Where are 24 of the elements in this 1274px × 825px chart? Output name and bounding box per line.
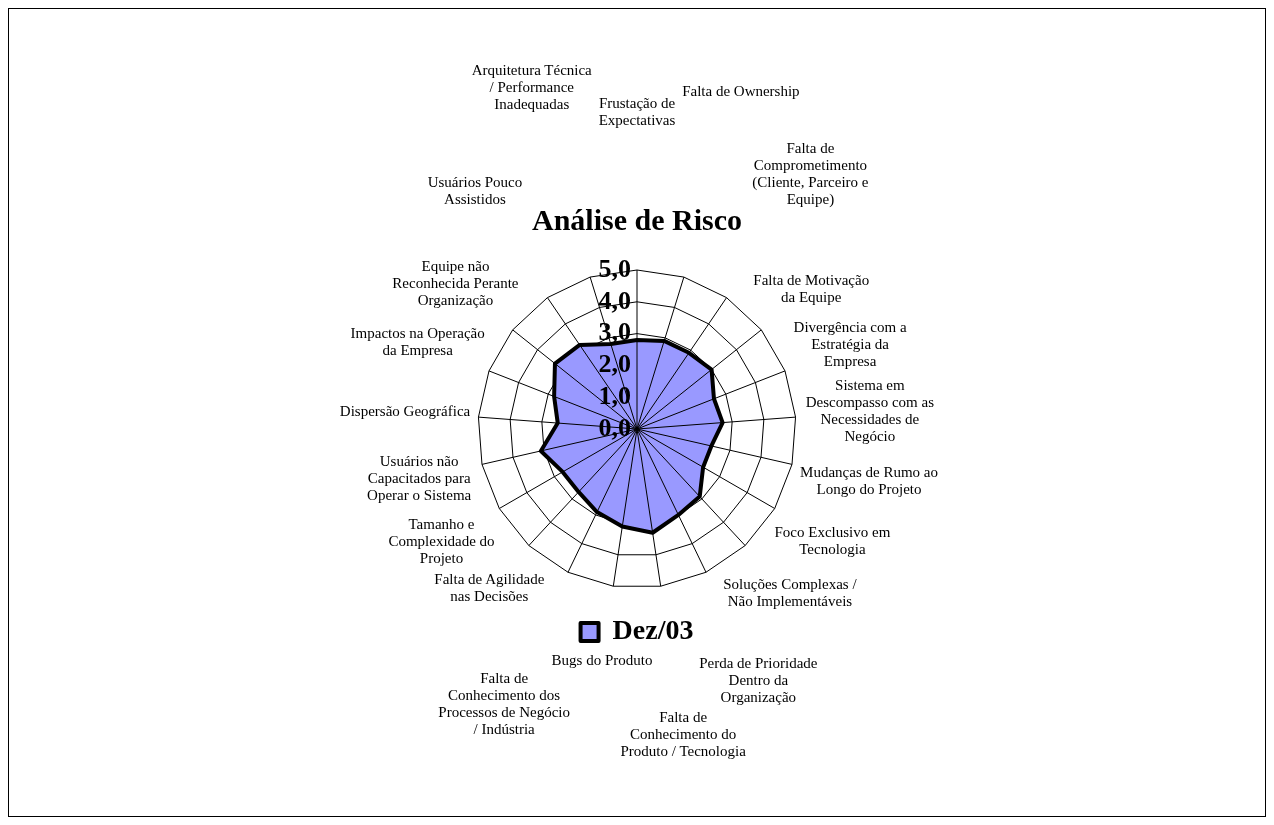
legend-label: Dez/03 [612, 614, 694, 646]
spoke-label: Impactos na Operação da Empresa [350, 325, 485, 359]
spoke-label: Sistema em Descompasso com as Necessidades de Negócio [805, 376, 935, 444]
spoke-label: Divergência com a Estratégia da Empresa [793, 319, 907, 370]
spoke-label: Equipe não Reconhecida Perante Organização [392, 258, 519, 309]
y-tick-label: 2,0 [598, 349, 631, 379]
spoke-label: Usuários Pouco Assistidos [427, 173, 523, 207]
text: Análise de Risco [532, 202, 742, 236]
spoke-label: Usuários não Capacitados para Operar o Sistema [367, 452, 472, 503]
spoke-label: Mudanças de Rumo ao Longo do Projeto [800, 464, 938, 498]
spoke-label: Dispersão Geográfica [339, 402, 471, 419]
spoke-label: Falta de Conhecimento dos Processos de Negócio / Indústria [438, 670, 570, 738]
spoke-label: Frustação de Expectativas [598, 95, 676, 129]
spoke-label: Bugs do Produto [551, 652, 653, 669]
spoke-label: Arquitetura Técnica / Performance Inadequadas [471, 61, 593, 112]
spoke-label: Soluções Complexas / Não Implementáveis [723, 576, 858, 610]
spoke-label: Falta de Ownership [682, 83, 800, 100]
spoke-label: Foco Exclusivo em Tecnologia [774, 524, 891, 558]
spoke-label: Perda de Prioridade Dentro da Organização [699, 654, 818, 705]
spoke-label: Falta de Agilidade nas Decisões [434, 570, 545, 604]
spoke-label: Falta de Comprometimento (Cliente, Parceiro e Equipe) [752, 140, 869, 209]
spoke-label: Falta de Conhecimento do Produto / Tecnologia [620, 709, 747, 760]
spoke-label: Falta de Motivação da Equipe [753, 272, 870, 306]
spoke-label: Tamanho e Complexidade do Projeto [388, 515, 495, 566]
